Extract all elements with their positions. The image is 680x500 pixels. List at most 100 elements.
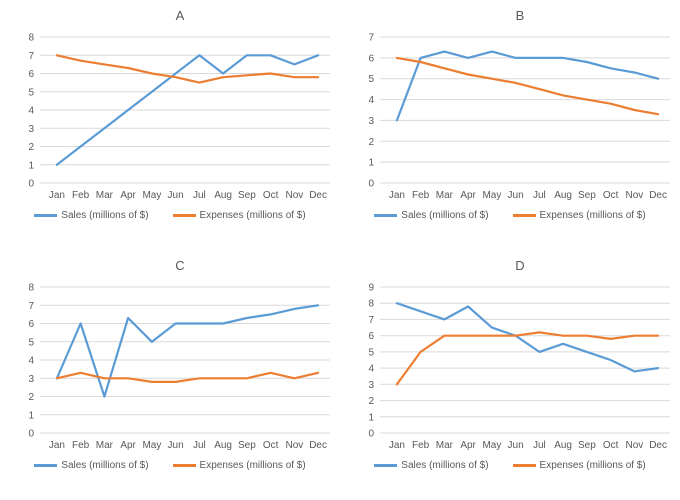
legend-item-expenses: Expenses (millions of $) [172,210,306,221]
legend-label-expenses: Expenses (millions of $) [539,460,646,471]
y-tick-label: 3 [368,380,374,391]
chart-d-legend: Sales (millions of $) Expenses (millions … [340,460,680,471]
chart-a-legend: Sales (millions of $) Expenses (millions … [0,210,340,221]
sales-line [395,50,660,122]
legend-label-sales: Sales (millions of $) [401,210,489,221]
x-tick-label: Jan [49,190,65,201]
x-tick-label: Dec [649,440,667,451]
y-tick-label: 5 [368,347,374,358]
x-tick-label: Feb [72,440,90,451]
sales-line [55,304,320,398]
chart-b-plot-area: B 0 1 2 3 4 5 6 7 Jan Feb Mar Apr May Jun Jul Aug Sep Oct N… [368,8,670,201]
chart-title: A [176,8,185,23]
chart-panel-c: C 0 1 2 3 4 5 6 7 8 Jan Feb Mar Apr May Jun Jul Aug Sep Oct… [0,250,340,500]
x-tick-label: May [142,440,161,451]
legend-item-sales: Sales (millions of $) [374,460,489,471]
x-tick-label: Jan [49,440,65,451]
x-tick-label: Aug [554,190,572,201]
legend-swatch-expenses [172,464,196,467]
y-tick-label: 6 [28,69,34,80]
y-tick-label: 6 [28,319,34,330]
expenses-line [55,54,320,84]
legend-item-sales: Sales (millions of $) [34,210,149,221]
sales-line [55,54,320,166]
sales-line [395,302,660,373]
x-tick-label: Jun [508,190,524,201]
chart-a-plot-area: A 0 1 2 3 4 5 6 7 8 Jan Feb Mar Apr May Jun Jul Aug Sep Oct… [28,8,330,201]
y-tick-label: 2 [28,142,34,153]
x-tick-label: Sep [238,440,256,451]
x-tick-label: Oct [603,440,619,451]
y-tick-label: 6 [368,331,374,342]
legend-label-sales: Sales (millions of $) [61,210,149,221]
x-tick-label: Apr [120,440,136,451]
legend-swatch-sales [34,464,58,467]
x-tick-label: Feb [412,190,430,201]
y-tick-label: 5 [28,87,34,98]
y-tick-label: 2 [368,137,374,148]
x-tick-label: Jul [533,190,546,201]
x-tick-label: Feb [412,440,430,451]
x-tick-label: Nov [286,190,304,201]
x-tick-label: Dec [309,440,327,451]
x-tick-label: Jul [193,440,206,451]
x-tick-label: Nov [626,190,644,201]
y-tick-label: 3 [28,374,34,385]
x-tick-label: Aug [554,440,572,451]
y-tick-label: 8 [28,33,34,44]
y-tick-label: 0 [28,179,34,190]
y-tick-label: 9 [368,283,374,294]
chart-panel-d: D 0 1 2 3 4 5 6 7 8 9 Jan Feb Mar Apr May Jun Jul Aug Sep Oc… [340,250,680,500]
y-tick-label: 5 [368,74,374,85]
x-tick-label: Sep [578,440,596,451]
y-tick-label: 1 [28,160,34,171]
chart-title: D [515,258,524,273]
x-tick-label: Mar [436,190,454,201]
y-tick-label: 7 [28,301,34,312]
x-tick-label: Sep [238,190,256,201]
y-tick-label: 3 [28,124,34,135]
x-tick-label: Nov [286,440,304,451]
x-tick-label: Sep [578,190,596,201]
expenses-line [395,56,660,116]
legend-label-expenses: Expenses (millions of $) [199,460,306,471]
x-tick-label: Oct [263,190,279,201]
y-tick-label: 4 [368,95,374,106]
y-tick-label: 0 [28,429,34,440]
chart-panel-a: A 0 1 2 3 4 5 6 7 8 Jan Feb Mar Apr May Jun Jul Aug Sep Oct… [0,0,340,250]
y-tick-label: 6 [368,53,374,64]
x-tick-label: Jul [533,440,546,451]
x-tick-label: Nov [626,440,644,451]
x-tick-label: Feb [72,190,90,201]
y-tick-label: 2 [28,392,34,403]
y-tick-label: 1 [368,158,374,169]
legend-label-expenses: Expenses (millions of $) [199,210,306,221]
chart-d-plot-area: D 0 1 2 3 4 5 6 7 8 9 Jan Feb Mar Apr May Jun Jul Aug Sep Oc… [368,258,670,451]
chart-title: B [516,8,525,23]
x-tick-label: Jan [389,440,405,451]
x-tick-label: Oct [603,190,619,201]
x-tick-label: Apr [120,190,136,201]
legend-item-sales: Sales (millions of $) [374,210,489,221]
expenses-line [395,331,660,386]
legend-swatch-sales [34,214,58,217]
legend-swatch-expenses [172,214,196,217]
x-tick-label: Apr [460,440,476,451]
y-tick-label: 8 [368,299,374,310]
y-tick-label: 4 [28,106,34,117]
legend-swatch-expenses [512,464,536,467]
legend-item-expenses: Expenses (millions of $) [512,460,646,471]
y-tick-label: 0 [368,429,374,440]
y-tick-label: 0 [368,179,374,190]
x-tick-label: Mar [96,440,114,451]
x-tick-label: Jun [168,190,184,201]
legend-item-sales: Sales (millions of $) [34,460,149,471]
legend-swatch-expenses [512,214,536,217]
x-tick-label: Jul [193,190,206,201]
y-tick-label: 7 [28,51,34,62]
x-tick-label: Dec [309,190,327,201]
x-tick-label: Jan [389,190,405,201]
x-tick-label: May [482,440,501,451]
x-tick-label: Jun [168,440,184,451]
